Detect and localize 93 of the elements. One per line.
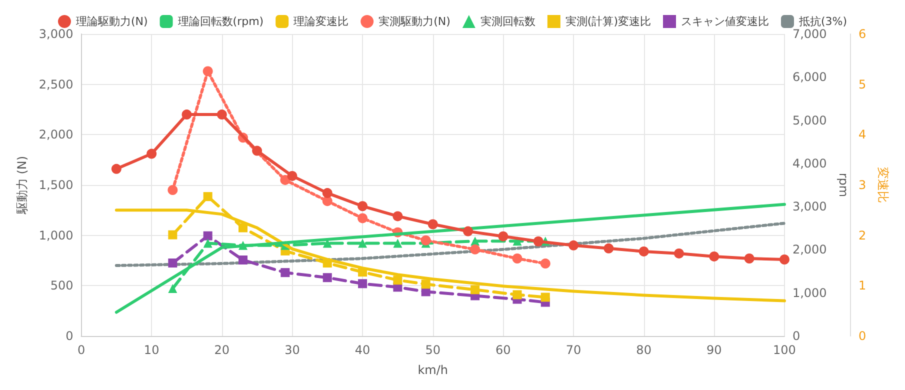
point	[512, 253, 522, 264]
point	[420, 235, 431, 246]
y3-tick-label: 2	[858, 228, 866, 242]
point	[238, 255, 248, 264]
line-series	[114, 222, 786, 268]
x-tick-label: 30	[284, 343, 300, 357]
y-tick-label: 1,000	[38, 228, 74, 242]
point	[393, 238, 402, 248]
point	[358, 238, 368, 248]
x-tick-label: 20	[214, 343, 230, 357]
legend-label: 理論回転数(rpm)	[178, 15, 264, 28]
legend-label: 理論駆動力(N)	[76, 15, 148, 28]
point	[322, 273, 332, 282]
x-tick-label: 40	[354, 343, 370, 357]
y2-tick-label: 6,000	[792, 70, 827, 84]
point	[358, 279, 368, 288]
y2-tick-label: 2,000	[792, 242, 827, 257]
point	[182, 110, 192, 120]
x-tick-label: 10	[144, 343, 160, 357]
y3-tick-label: 4	[858, 128, 866, 142]
y2-tick-label: 3,000	[792, 200, 827, 214]
legend-label: 抵抗(3%)	[798, 15, 848, 28]
y3-tick-label: 3	[858, 178, 866, 192]
point	[280, 268, 290, 278]
y3-tick-label: 6	[858, 27, 866, 41]
point	[498, 231, 508, 242]
y-tick-label: 0	[66, 329, 74, 343]
point	[428, 219, 438, 230]
x-tick-label: 100	[773, 343, 796, 357]
point	[168, 258, 178, 268]
point	[512, 290, 522, 300]
x-tick-label: 0	[77, 343, 86, 357]
point	[393, 276, 402, 285]
point	[322, 188, 332, 198]
point	[168, 230, 178, 240]
y3-tick-label: 1	[858, 278, 866, 293]
x-tick-label: 50	[425, 343, 440, 357]
legend-label: 理論変速比	[294, 15, 349, 28]
x-axis-title: km/h	[418, 363, 448, 377]
line-series	[114, 202, 786, 314]
y-axis-title: 駆動力 (N)	[15, 156, 29, 216]
point	[463, 226, 474, 236]
point	[168, 185, 178, 196]
point	[421, 280, 430, 289]
y-tick-label: 2,500	[38, 77, 74, 92]
point	[358, 213, 368, 224]
point	[533, 236, 544, 246]
legend-label: 実測回転数	[480, 15, 536, 28]
y2-tick-label: 7,000	[792, 27, 827, 41]
y3-axis-title: 変速比	[876, 167, 890, 203]
point	[744, 253, 754, 264]
y3-tick-label: 5	[858, 77, 866, 92]
legend-label: 実測(計算)変速比	[565, 15, 651, 28]
point	[540, 292, 550, 302]
y3-tick-label: 0	[858, 329, 866, 343]
x-tick-label: 80	[636, 343, 652, 357]
point	[604, 243, 614, 254]
point	[203, 238, 212, 248]
y2-axis-title: rpm	[836, 172, 851, 198]
point	[252, 146, 262, 156]
legend-label: 実測駆動力(N)	[378, 15, 450, 28]
point	[540, 258, 550, 269]
y-tick-label: 500	[50, 278, 74, 293]
point	[638, 246, 649, 256]
point	[568, 240, 578, 250]
point	[358, 201, 368, 212]
point	[216, 110, 227, 120]
x-tick-label: 70	[566, 343, 582, 357]
point	[111, 164, 122, 174]
y-tick-label: 3,000	[38, 27, 74, 41]
point	[287, 170, 298, 181]
point	[674, 248, 684, 258]
point	[280, 174, 290, 185]
point	[470, 285, 480, 294]
point	[168, 284, 178, 294]
x-tick-label: 90	[706, 343, 722, 357]
point	[392, 211, 403, 222]
y-tick-label: 2,000	[38, 128, 74, 142]
point	[202, 66, 213, 76]
y2-tick-label: 0	[792, 329, 800, 343]
point	[203, 192, 212, 202]
point	[709, 251, 720, 262]
x-tick-label: 60	[496, 343, 511, 357]
y2-tick-label: 5,000	[792, 113, 827, 128]
legend-label: スキャン値変速比	[680, 15, 769, 28]
point	[203, 231, 212, 240]
y-tick-label: 1,500	[38, 178, 74, 192]
y2-tick-label: 4,000	[792, 156, 827, 170]
point	[238, 223, 248, 232]
point	[146, 148, 157, 159]
point	[779, 254, 790, 264]
y2-tick-label: 1,000	[792, 286, 827, 300]
point	[470, 244, 480, 254]
